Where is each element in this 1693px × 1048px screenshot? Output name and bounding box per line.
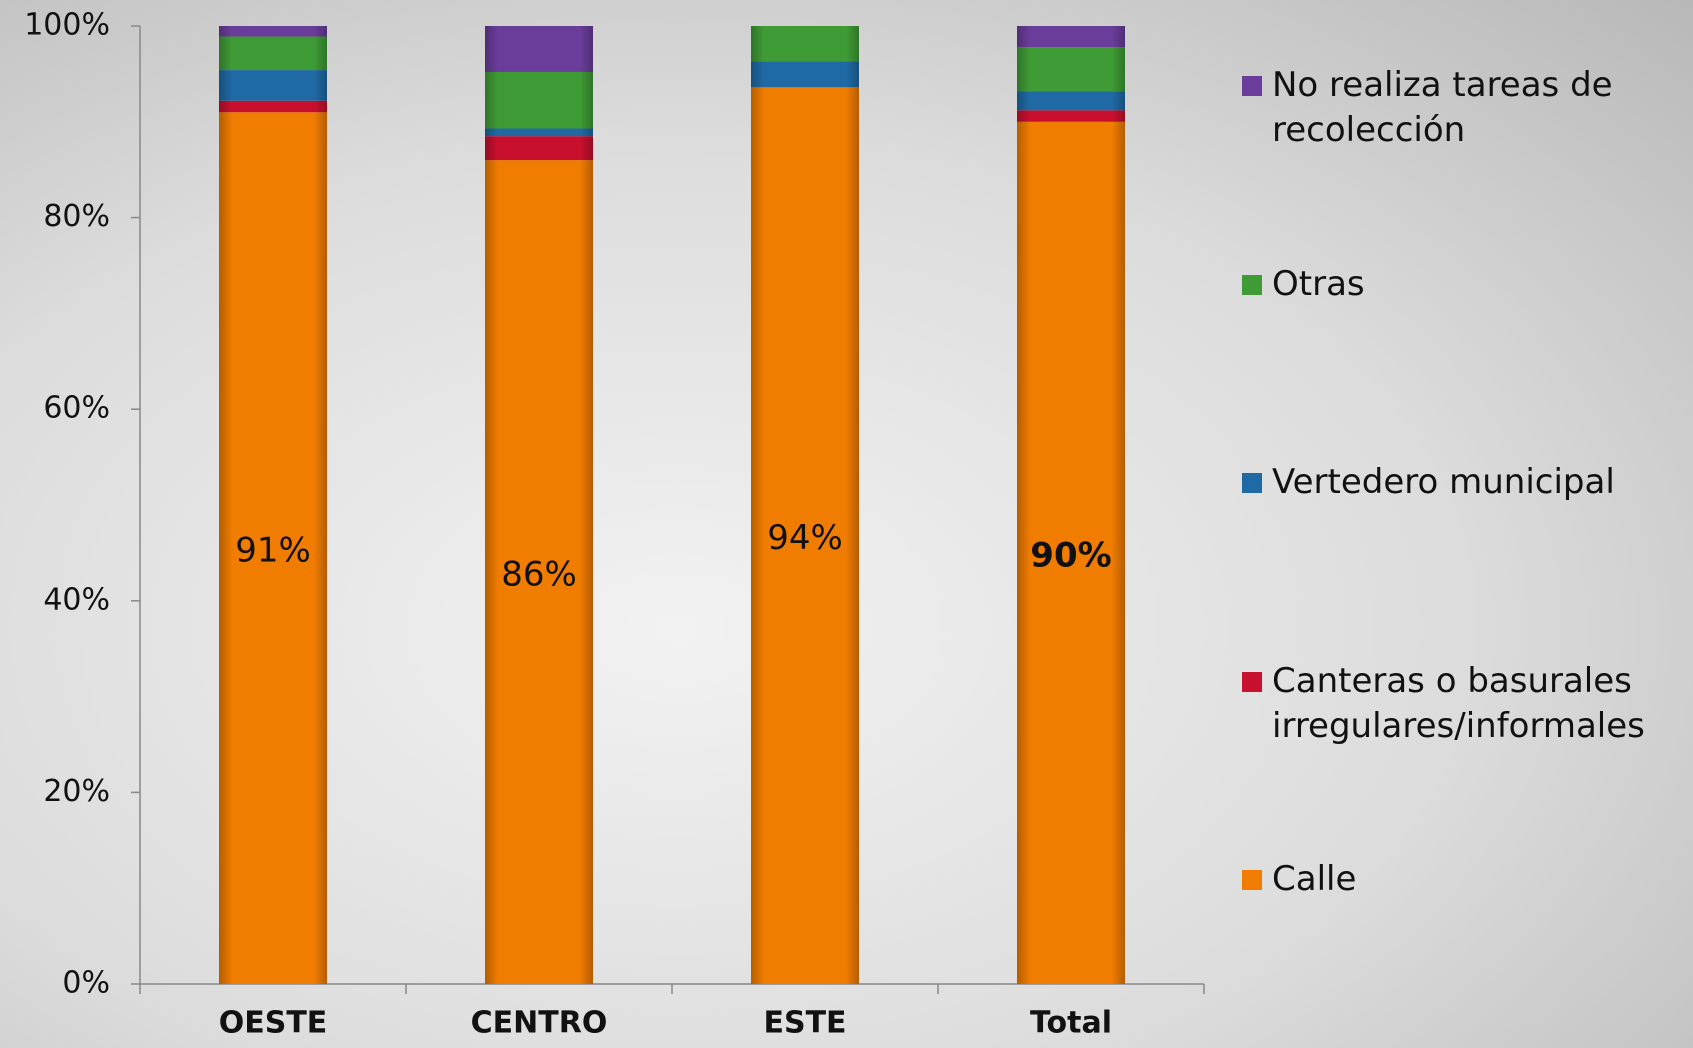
data-label: 91% — [235, 531, 311, 571]
y-tick-label: 20% — [43, 774, 110, 809]
bar-shade — [1017, 91, 1125, 111]
x-tick-label: ESTE — [763, 1006, 846, 1041]
y-tick-label: 40% — [43, 582, 110, 617]
legend-entry: Calle — [1242, 857, 1682, 902]
legend-entry: Vertedero municipal — [1242, 460, 1682, 505]
bar-shade — [219, 26, 327, 37]
bar-shade — [1017, 110, 1125, 122]
data-label: 86% — [501, 555, 577, 595]
bar-shade — [485, 136, 593, 161]
bar-shade — [485, 26, 593, 72]
bar-shade — [751, 87, 859, 984]
legend-swatch — [1242, 473, 1262, 493]
y-tick-label: 60% — [43, 391, 110, 426]
bar-shade — [1017, 26, 1125, 48]
bar-shade — [219, 36, 327, 71]
legend-swatch — [1242, 672, 1262, 692]
legend-label: Vertedero municipal — [1272, 462, 1615, 502]
bar-shade — [219, 100, 327, 113]
x-tick-label: Total — [1030, 1006, 1112, 1041]
legend-swatch — [1242, 870, 1262, 890]
x-tick-label: OESTE — [219, 1006, 328, 1041]
legend-swatch — [1242, 76, 1262, 96]
bar-shade — [751, 61, 859, 88]
bar-shade — [751, 26, 859, 62]
bar-shade — [1017, 47, 1125, 92]
bar-shade — [219, 112, 327, 985]
legend-entry: No realiza tareas de recolección — [1242, 63, 1682, 153]
data-label: 94% — [767, 518, 843, 558]
data-label: 90% — [1030, 535, 1111, 575]
x-tick-label: CENTRO — [471, 1006, 608, 1041]
bar-shade — [485, 128, 593, 137]
legend-label: Calle — [1272, 859, 1357, 899]
legend-label: Canteras o basurales irregulares/informa… — [1272, 661, 1645, 746]
y-tick-label: 100% — [24, 8, 110, 43]
y-tick-label: 0% — [62, 966, 110, 1001]
bar-shade — [219, 70, 327, 101]
bar-shade — [1017, 121, 1125, 985]
legend-swatch — [1242, 275, 1262, 295]
legend-entry: Otras — [1242, 262, 1682, 307]
bar-shade — [485, 71, 593, 129]
y-tick-label: 80% — [43, 199, 110, 234]
bar-shade — [485, 160, 593, 984]
legend-label: No realiza tareas de recolección — [1272, 65, 1613, 150]
legend-entry: Canteras o basurales irregulares/informa… — [1242, 659, 1682, 749]
legend-label: Otras — [1272, 264, 1365, 304]
